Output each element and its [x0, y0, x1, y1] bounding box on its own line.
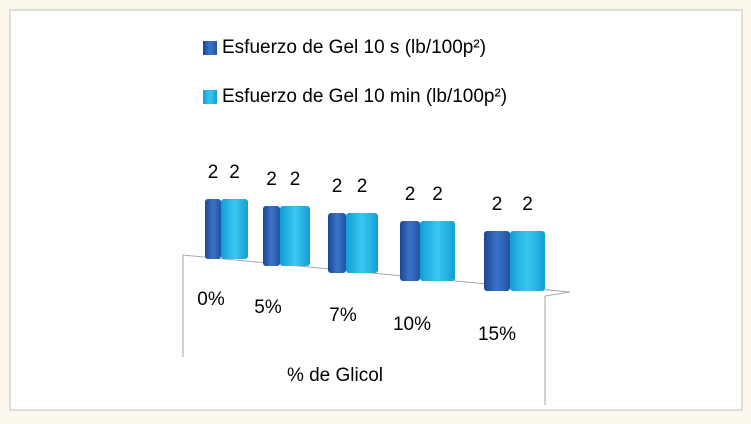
value-label: 2 [290, 169, 301, 190]
value-label: 2 [357, 176, 368, 197]
bar [420, 221, 455, 281]
legend-label: Esfuerzo de Gel 10 min (lb/100p²) [222, 86, 507, 107]
value-label: 2 [229, 162, 240, 183]
bar [484, 231, 510, 291]
x-axis-title: % de Glicol [287, 365, 383, 386]
legend-swatch [203, 90, 217, 104]
value-label: 2 [332, 176, 343, 197]
legend-label: Esfuerzo de Gel 10 s (lb/100p²) [222, 37, 486, 58]
bar [346, 213, 378, 273]
x-tick-label: 15% [478, 324, 516, 345]
bar [400, 221, 420, 281]
chart-area [9, 9, 743, 411]
bar [205, 199, 221, 259]
value-label: 2 [432, 184, 443, 205]
x-tick-label: 10% [393, 314, 431, 335]
value-label: 2 [208, 162, 219, 183]
value-label: 2 [405, 184, 416, 205]
value-label: 2 [522, 194, 533, 215]
bar [221, 199, 248, 259]
x-tick-label: 5% [254, 297, 282, 318]
bar [510, 231, 545, 291]
bar [263, 206, 280, 266]
bar [280, 206, 310, 266]
floor [182, 254, 571, 405]
value-label: 2 [266, 169, 277, 190]
legend-swatch [203, 41, 217, 55]
x-tick-label: 7% [329, 305, 357, 326]
value-label: 2 [492, 194, 503, 215]
x-tick-label: 0% [197, 289, 225, 310]
bar [328, 213, 346, 273]
